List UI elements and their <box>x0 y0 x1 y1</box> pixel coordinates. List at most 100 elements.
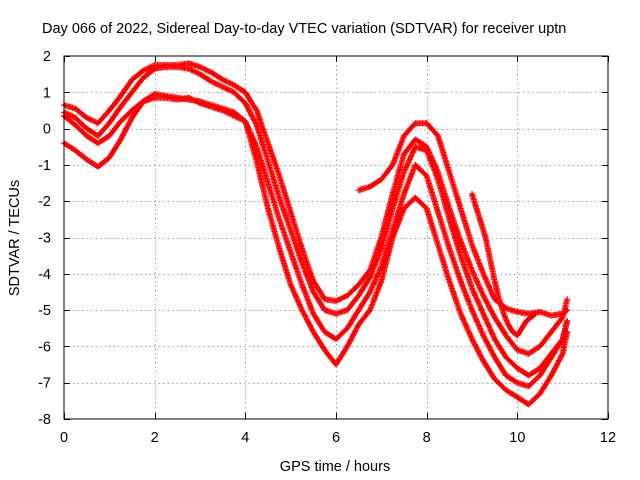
data-point-markers <box>435 132 452 174</box>
data-point-markers <box>423 205 441 247</box>
data-point-markers <box>482 234 493 261</box>
data-point-markers <box>480 332 497 359</box>
data-point-markers <box>435 209 452 250</box>
data-point-markers <box>487 256 498 283</box>
data-point-markers <box>299 245 316 283</box>
data-point-markers <box>412 161 429 178</box>
data-point-markers <box>401 145 418 176</box>
y-tick-label: -5 <box>38 303 51 319</box>
data-point-markers <box>435 176 452 221</box>
data-point-markers <box>378 163 395 183</box>
data-point-markers <box>469 190 480 210</box>
data-point-markers <box>367 246 384 281</box>
data-point-markers <box>265 180 282 221</box>
data-point-markers <box>503 332 520 352</box>
data-point-markers <box>355 290 373 314</box>
data-point-markers <box>333 293 349 304</box>
data-point-markers <box>242 100 259 127</box>
y-tick-label: -3 <box>38 231 51 247</box>
data-point-markers <box>503 387 520 400</box>
data-point-markers <box>208 78 225 90</box>
data-point-markers <box>117 116 135 143</box>
data-point-markers <box>72 122 89 138</box>
data-point-markers <box>446 278 464 316</box>
data-point-markers <box>197 63 213 75</box>
data-point-markers <box>446 245 464 283</box>
data-point-markers <box>491 336 509 359</box>
data-point-markers <box>457 238 475 272</box>
data-point-markers <box>505 321 515 334</box>
data-point-markers <box>389 206 407 241</box>
data-point-markers <box>446 169 464 210</box>
grid <box>64 56 608 419</box>
series-4 <box>61 91 571 408</box>
x-tick-label: 2 <box>151 430 159 446</box>
data-point-markers <box>265 158 282 200</box>
data-point-markers <box>389 152 407 197</box>
data-point-markers <box>355 275 373 299</box>
data-point-markers <box>525 391 542 408</box>
data-point-markers <box>231 109 248 124</box>
data-point-markers <box>117 77 135 99</box>
data-point-markers <box>401 163 418 197</box>
x-tick-label: 8 <box>423 430 431 446</box>
x-tick-label: 6 <box>332 430 340 446</box>
data-point-markers <box>548 337 565 361</box>
x-tick-label: 12 <box>600 430 616 446</box>
data-point-markers <box>117 108 134 125</box>
series-6 <box>469 190 539 339</box>
data-point-marker <box>564 296 571 303</box>
y-axis-label: SDTVAR / TECUs <box>7 180 23 296</box>
data-point-markers <box>378 207 396 252</box>
data-point-markers <box>559 308 570 317</box>
data-point-markers <box>185 65 202 77</box>
data-point-markers <box>95 133 112 147</box>
data-point-markers <box>525 344 542 357</box>
data-point-markers <box>106 119 123 139</box>
data-point-marker <box>564 307 571 314</box>
data-point-markers <box>525 366 542 379</box>
data-point-markers <box>480 270 497 301</box>
data-point-markers <box>469 267 486 298</box>
data-point-markers <box>310 288 327 312</box>
data-point-markers <box>491 376 508 392</box>
data-point-markers <box>95 108 112 127</box>
data-point-markers <box>299 259 316 294</box>
data-point-markers <box>389 134 407 168</box>
chart-title: Day 066 of 2022, Sidereal Day-to-day VTE… <box>42 21 566 37</box>
data-point-markers <box>140 62 157 74</box>
y-tick-label: -8 <box>38 412 51 428</box>
data-point-markers <box>231 89 248 106</box>
data-point-markers <box>197 71 214 84</box>
data-point-markers <box>333 344 350 368</box>
data-point-markers <box>478 220 489 239</box>
data-point-markers <box>469 307 486 338</box>
data-point-markers <box>219 83 236 95</box>
y-tick-label: 0 <box>43 122 51 138</box>
data-point-markers <box>469 241 486 276</box>
data-point-markers <box>496 296 507 316</box>
data-point-markers <box>265 205 282 250</box>
data-point-markers <box>287 249 305 287</box>
data-point-markers <box>423 172 441 214</box>
data-point-markers <box>491 278 502 301</box>
data-point-markers <box>253 158 271 210</box>
data-point-markers <box>253 107 271 145</box>
data-point-markers <box>491 314 509 338</box>
data-point-markers <box>457 278 475 312</box>
data-point-markers <box>401 121 418 139</box>
y-tick-label: -1 <box>38 158 51 174</box>
data-point-markers <box>469 285 486 316</box>
data-point-markers <box>473 205 484 225</box>
data-point-markers <box>480 357 497 381</box>
data-point-markers <box>310 310 327 334</box>
data-point-markers <box>527 311 538 321</box>
data-point-markers <box>299 307 316 334</box>
data-point-markers <box>106 137 123 161</box>
data-point-markers <box>401 137 418 157</box>
data-point-markers <box>276 172 294 214</box>
data-point-markers <box>378 192 396 241</box>
data-point-markers <box>525 373 542 390</box>
